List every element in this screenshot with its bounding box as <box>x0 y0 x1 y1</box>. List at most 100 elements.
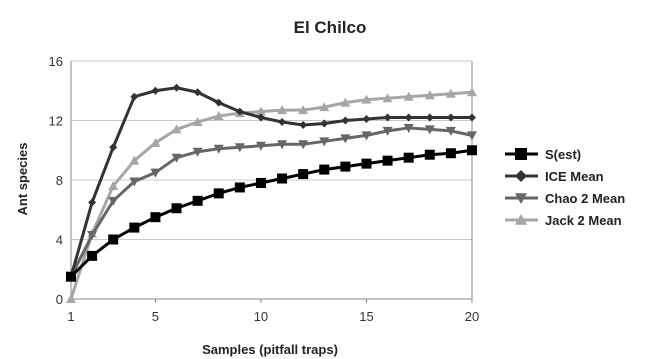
data-point <box>340 97 351 107</box>
data-point <box>277 140 288 150</box>
data-point <box>445 148 456 159</box>
data-point <box>382 126 393 136</box>
data-point <box>192 147 203 157</box>
legend-marker <box>515 148 527 160</box>
series-3 <box>66 87 477 303</box>
data-point <box>234 143 245 153</box>
data-point <box>424 149 435 160</box>
data-point <box>467 145 477 156</box>
axes <box>70 61 473 303</box>
data-point <box>255 177 266 188</box>
data-point <box>319 164 330 175</box>
data-point <box>66 271 76 282</box>
data-point <box>87 250 98 261</box>
y-tick-label: 4 <box>56 233 63 248</box>
data-point <box>298 140 309 150</box>
data-point <box>66 294 76 303</box>
data-point <box>445 88 456 98</box>
data-point <box>361 131 372 141</box>
data-point <box>425 113 434 122</box>
data-point <box>150 168 161 178</box>
legend-item: ICE Mean <box>505 169 604 184</box>
data-point <box>277 173 288 184</box>
plot-series <box>66 83 477 303</box>
data-point <box>130 92 139 101</box>
data-point <box>108 234 119 245</box>
data-point <box>235 107 244 116</box>
y-tick-labels: 0 4 8 12 16 <box>49 54 63 307</box>
data-point <box>192 116 203 126</box>
legend-label: ICE Mean <box>545 169 604 184</box>
data-point <box>403 152 414 163</box>
data-point <box>361 94 372 104</box>
data-point <box>213 188 224 199</box>
data-point <box>129 222 140 233</box>
data-point <box>150 137 161 147</box>
x-tick-label: 1 <box>67 309 74 324</box>
data-point <box>299 120 308 129</box>
data-point <box>424 125 435 135</box>
data-point <box>341 116 350 125</box>
legend-item: Chao 2 Mean <box>505 191 625 206</box>
y-axis-label: Ant species <box>15 143 30 216</box>
data-point <box>150 212 161 223</box>
series-2 <box>66 123 477 282</box>
data-point <box>214 98 223 107</box>
legend-marker <box>515 193 527 204</box>
x-tick-label: 10 <box>254 309 268 324</box>
legend-marker <box>515 214 527 225</box>
legend-label: Chao 2 Mean <box>545 191 625 206</box>
data-point <box>109 143 118 152</box>
data-point <box>192 195 203 206</box>
data-point <box>87 231 98 241</box>
y-tick-label: 12 <box>49 114 63 129</box>
data-point <box>129 177 140 187</box>
data-point <box>255 106 266 116</box>
data-point <box>403 91 414 101</box>
data-point <box>361 158 372 169</box>
data-point <box>446 113 455 122</box>
data-point <box>320 119 329 128</box>
data-point <box>362 115 371 124</box>
x-tick-labels: 1 5 10 15 20 <box>67 309 479 324</box>
legend-marker <box>515 170 527 182</box>
data-point <box>171 153 182 163</box>
legend-label: Jack 2 Mean <box>545 213 622 228</box>
data-point <box>256 113 265 122</box>
data-point <box>108 180 119 190</box>
data-point <box>403 123 414 133</box>
legend-item: Jack 2 Mean <box>505 213 622 228</box>
y-tick-label: 8 <box>56 173 63 188</box>
legend: S(est) ICE Mean Chao 2 Mean Jack 2 Mean <box>505 147 625 228</box>
series-line <box>69 148 473 278</box>
series-0 <box>66 145 477 282</box>
data-point <box>382 155 393 166</box>
data-point <box>319 102 330 112</box>
data-point <box>172 83 181 92</box>
y-tick-label: 16 <box>49 54 63 69</box>
data-point <box>88 198 97 207</box>
data-point <box>382 93 393 103</box>
x-tick-label: 5 <box>152 309 159 324</box>
data-point <box>468 113 476 122</box>
series-line <box>69 126 473 278</box>
y-tick-label: 0 <box>56 292 63 307</box>
data-point <box>171 124 182 134</box>
data-point <box>234 182 245 193</box>
legend-item: S(est) <box>505 147 581 162</box>
data-point <box>129 155 140 165</box>
data-point <box>445 126 456 136</box>
data-point <box>213 111 224 121</box>
x-tick-label: 20 <box>465 309 479 324</box>
series-line <box>69 90 473 300</box>
data-point <box>213 144 224 154</box>
x-axis-label: Samples (pitfall traps) <box>202 342 338 357</box>
chart-title: El Chilco <box>294 18 367 37</box>
data-point <box>319 137 330 147</box>
series-1 <box>67 83 476 281</box>
data-point <box>151 86 160 95</box>
data-point <box>277 105 288 115</box>
data-point <box>383 113 392 122</box>
data-point <box>193 88 202 97</box>
